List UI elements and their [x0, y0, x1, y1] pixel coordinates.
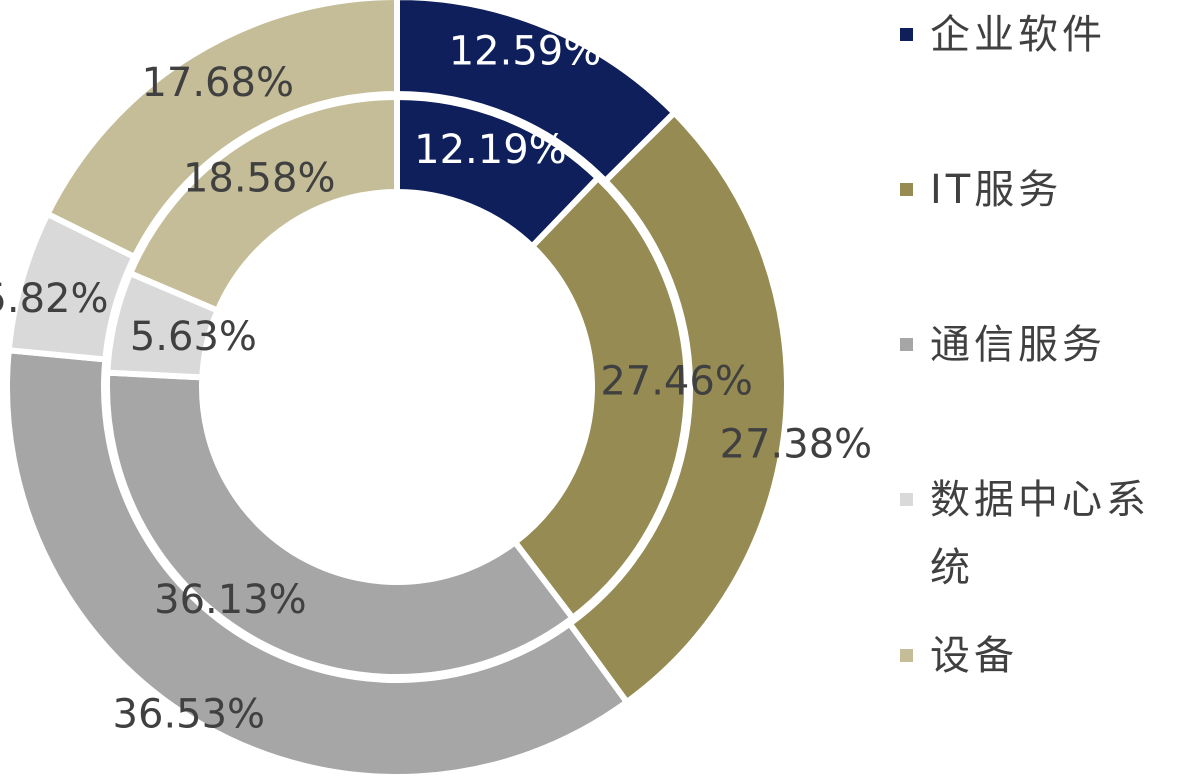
inner-ring-label-communication-services: 36.13% [154, 577, 307, 623]
legend: 企业软件 IT服务 通信服务 数据中心系 统 设备 [900, 12, 1150, 679]
outer-ring-label-communication-services: 36.53% [113, 691, 266, 737]
legend-item-data-center-systems: 数据中心系 统 [900, 477, 1150, 591]
inner-ring-slice-it-services [512, 174, 690, 621]
legend-item-enterprise-software: 企业软件 [900, 12, 1106, 58]
inner-ring-label-it-services: 27.46% [600, 358, 753, 404]
legend-label-enterprise-software: 企业软件 [930, 12, 1106, 58]
outer-ring-label-data-center-systems: 5.82% [0, 276, 109, 322]
legend-swatch-communication-services [900, 338, 913, 351]
legend-swatch-it-services [900, 183, 913, 196]
legend-swatch-enterprise-software [900, 28, 913, 41]
legend-swatch-equipment [900, 649, 913, 662]
inner-ring-label-equipment: 18.58% [183, 155, 336, 201]
data-labels: 12.59% 27.38% 36.53% 5.82% 17.68% 12.19% 27.46… [0, 28, 872, 737]
legend-label-equipment: 设备 [930, 633, 1018, 679]
inner-ring-slice-communication-services [104, 369, 576, 680]
legend-label-it-services: IT服务 [930, 167, 1062, 213]
legend-label-data-center-systems: 数据中心系 [930, 477, 1150, 523]
donut-rings [4, 0, 790, 777]
outer-ring-label-it-services: 27.38% [720, 421, 873, 467]
inner-ring-label-enterprise-software: 12.19% [414, 127, 567, 173]
legend-item-it-services: IT服务 [900, 167, 1062, 213]
inner-ring-slice-equipment [127, 94, 400, 314]
outer-ring-label-enterprise-software: 12.59% [449, 28, 602, 74]
outer-ring-label-equipment: 17.68% [141, 60, 294, 106]
legend-item-equipment: 设备 [900, 633, 1018, 679]
legend-swatch-data-center-systems [900, 493, 913, 506]
legend-item-communication-services: 通信服务 [900, 322, 1106, 368]
inner-ring-label-data-center-systems: 5.63% [130, 314, 257, 360]
legend-label-data-center-systems-cont: 统 [930, 545, 974, 591]
legend-label-communication-services: 通信服务 [930, 322, 1106, 368]
